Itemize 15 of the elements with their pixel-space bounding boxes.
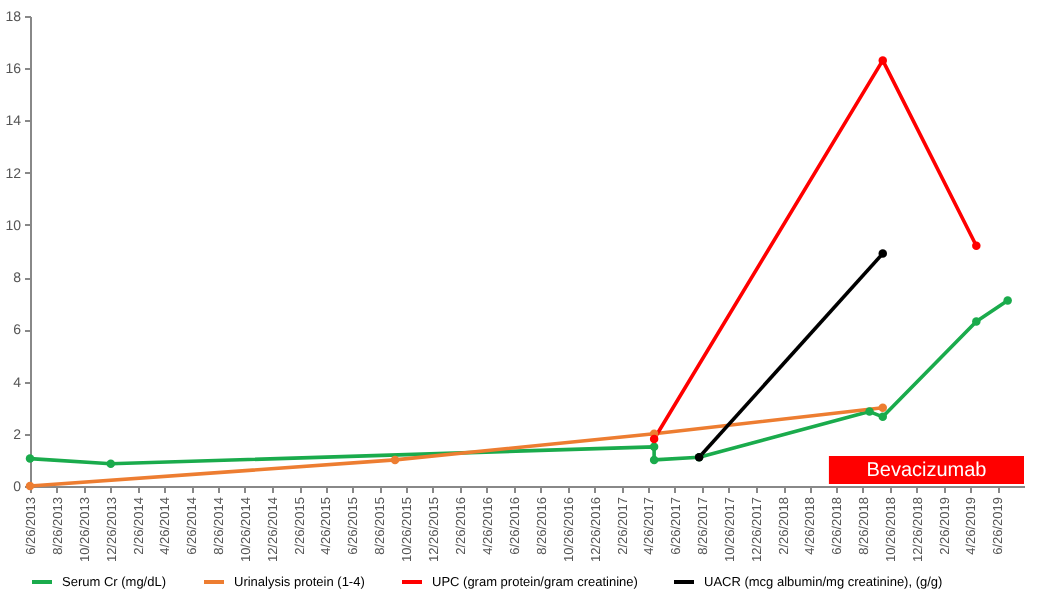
point (878, 249, 887, 258)
point (106, 459, 116, 469)
point (865, 407, 874, 416)
point (878, 403, 887, 412)
point (1003, 296, 1012, 305)
point (390, 455, 400, 465)
point (878, 412, 887, 422)
point (25, 454, 35, 463)
point (878, 56, 887, 65)
point (649, 442, 659, 452)
band-label: Bevacizumab (866, 460, 988, 482)
point (649, 434, 659, 444)
point (972, 317, 981, 326)
point (972, 241, 981, 251)
point (649, 455, 659, 465)
